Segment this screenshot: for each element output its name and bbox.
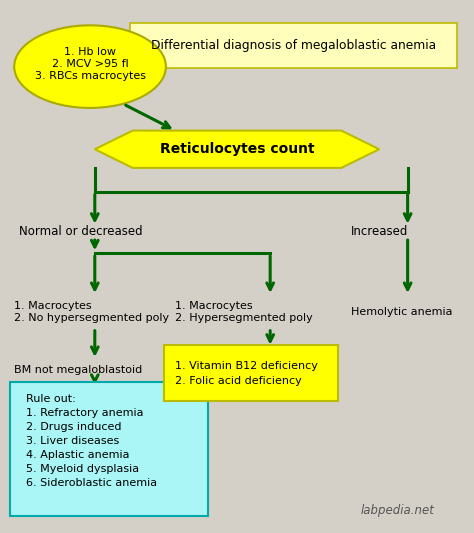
- Text: Rule out:
1. Refractory anemia
2. Drugs induced
3. Liver diseases
4. Aplastic an: Rule out: 1. Refractory anemia 2. Drugs …: [26, 394, 157, 488]
- Text: 1. Macrocytes
2. No hypersegmented poly: 1. Macrocytes 2. No hypersegmented poly: [14, 301, 169, 322]
- Ellipse shape: [14, 25, 166, 108]
- Text: 1. Vitamin B12 deficiency
2. Folic acid deficiency: 1. Vitamin B12 deficiency 2. Folic acid …: [175, 361, 318, 385]
- Polygon shape: [95, 131, 379, 168]
- Text: 1. Macrocytes
2. Hypersegmented poly: 1. Macrocytes 2. Hypersegmented poly: [175, 301, 313, 322]
- Text: BM not megaloblastoid: BM not megaloblastoid: [14, 366, 143, 375]
- Text: Increased: Increased: [351, 225, 408, 238]
- Text: Normal or decreased: Normal or decreased: [19, 225, 143, 238]
- Text: Reticulocytes count: Reticulocytes count: [160, 142, 314, 156]
- Text: labpedia.net: labpedia.net: [360, 504, 434, 517]
- Text: 1. Hb low
2. MCV >95 fl
3. RBCs macrocytes: 1. Hb low 2. MCV >95 fl 3. RBCs macrocyt…: [35, 47, 146, 80]
- Text: Hemolytic anemia: Hemolytic anemia: [351, 307, 452, 317]
- FancyBboxPatch shape: [10, 382, 208, 516]
- FancyBboxPatch shape: [130, 22, 457, 68]
- FancyBboxPatch shape: [164, 345, 338, 401]
- Text: Differential diagnosis of megaloblastic anemia: Differential diagnosis of megaloblastic …: [151, 39, 437, 52]
